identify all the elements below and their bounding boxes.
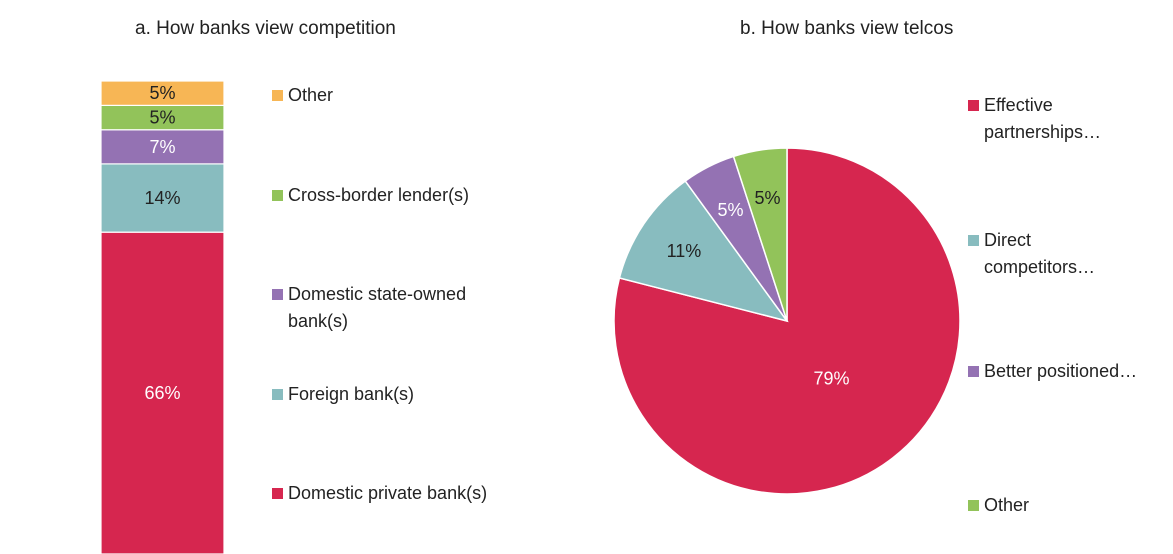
legend-b-effective-partnerships: Effective partnerships… xyxy=(968,92,1168,146)
legend-swatch xyxy=(272,90,283,101)
bar-data-label: 5% xyxy=(149,83,175,103)
legend-swatch xyxy=(968,100,979,111)
legend-swatch xyxy=(272,190,283,201)
legend-label: Domestic state-owned bank(s) xyxy=(288,284,467,331)
pie-slice-2 xyxy=(618,179,789,323)
legend-a-cross-border: Cross-border lender(s) xyxy=(272,182,522,209)
legend-swatch xyxy=(968,235,979,246)
pie-slice-4 xyxy=(732,147,788,322)
pie-data-label: 79% xyxy=(814,368,850,388)
legend-label: Domestic private bank(s) xyxy=(288,483,488,503)
legend-label: Direct competitors… xyxy=(984,230,1096,277)
chart-a-title: a. How banks view competition xyxy=(135,18,396,39)
legend-label: Better positioned… xyxy=(984,361,1138,381)
chart-b-title: b. How banks view telcos xyxy=(740,18,954,39)
bar-data-label: 66% xyxy=(144,383,180,403)
bar-segment-3 xyxy=(100,129,225,165)
legend-label: Cross-border lender(s) xyxy=(288,185,470,205)
legend-swatch xyxy=(968,366,979,377)
legend-label: Other xyxy=(984,495,1030,515)
legend-label: Foreign bank(s) xyxy=(288,384,415,404)
stacked-bar-chart: 66% 14% 7% 5% 5% xyxy=(100,80,225,554)
legend-swatch xyxy=(272,389,283,400)
legend-swatch xyxy=(968,500,979,511)
bar-data-label: 7% xyxy=(149,137,175,157)
legend-swatch xyxy=(272,488,283,499)
bar-data-label: 5% xyxy=(149,108,175,128)
bar-segment-2 xyxy=(100,163,225,233)
pie-data-label: 5% xyxy=(717,200,743,220)
legend-label: Effective partnerships… xyxy=(984,95,1102,142)
legend-a-other: Other xyxy=(272,82,522,109)
legend-label: Other xyxy=(288,85,334,105)
bar-segment-5 xyxy=(100,80,225,106)
bar-segment-1 xyxy=(100,231,225,554)
legend-b-better-positioned: Better positioned… xyxy=(968,358,1173,385)
legend-swatch xyxy=(272,289,283,300)
bar-data-label: 14% xyxy=(144,188,180,208)
legend-b-direct-competitors: Direct competitors… xyxy=(968,227,1168,281)
legend-a-domestic-private: Domestic private bank(s) xyxy=(272,480,552,507)
pie-chart: 79% 11% 5% 5% xyxy=(613,147,961,495)
legend-b-other: Other xyxy=(968,492,1168,519)
legend-a-state-owned: Domestic state-owned bank(s) xyxy=(272,281,504,335)
legend-a-foreign: Foreign bank(s) xyxy=(272,381,522,408)
pie-data-label: 5% xyxy=(755,188,781,208)
pie-data-label: 11% xyxy=(667,241,702,261)
